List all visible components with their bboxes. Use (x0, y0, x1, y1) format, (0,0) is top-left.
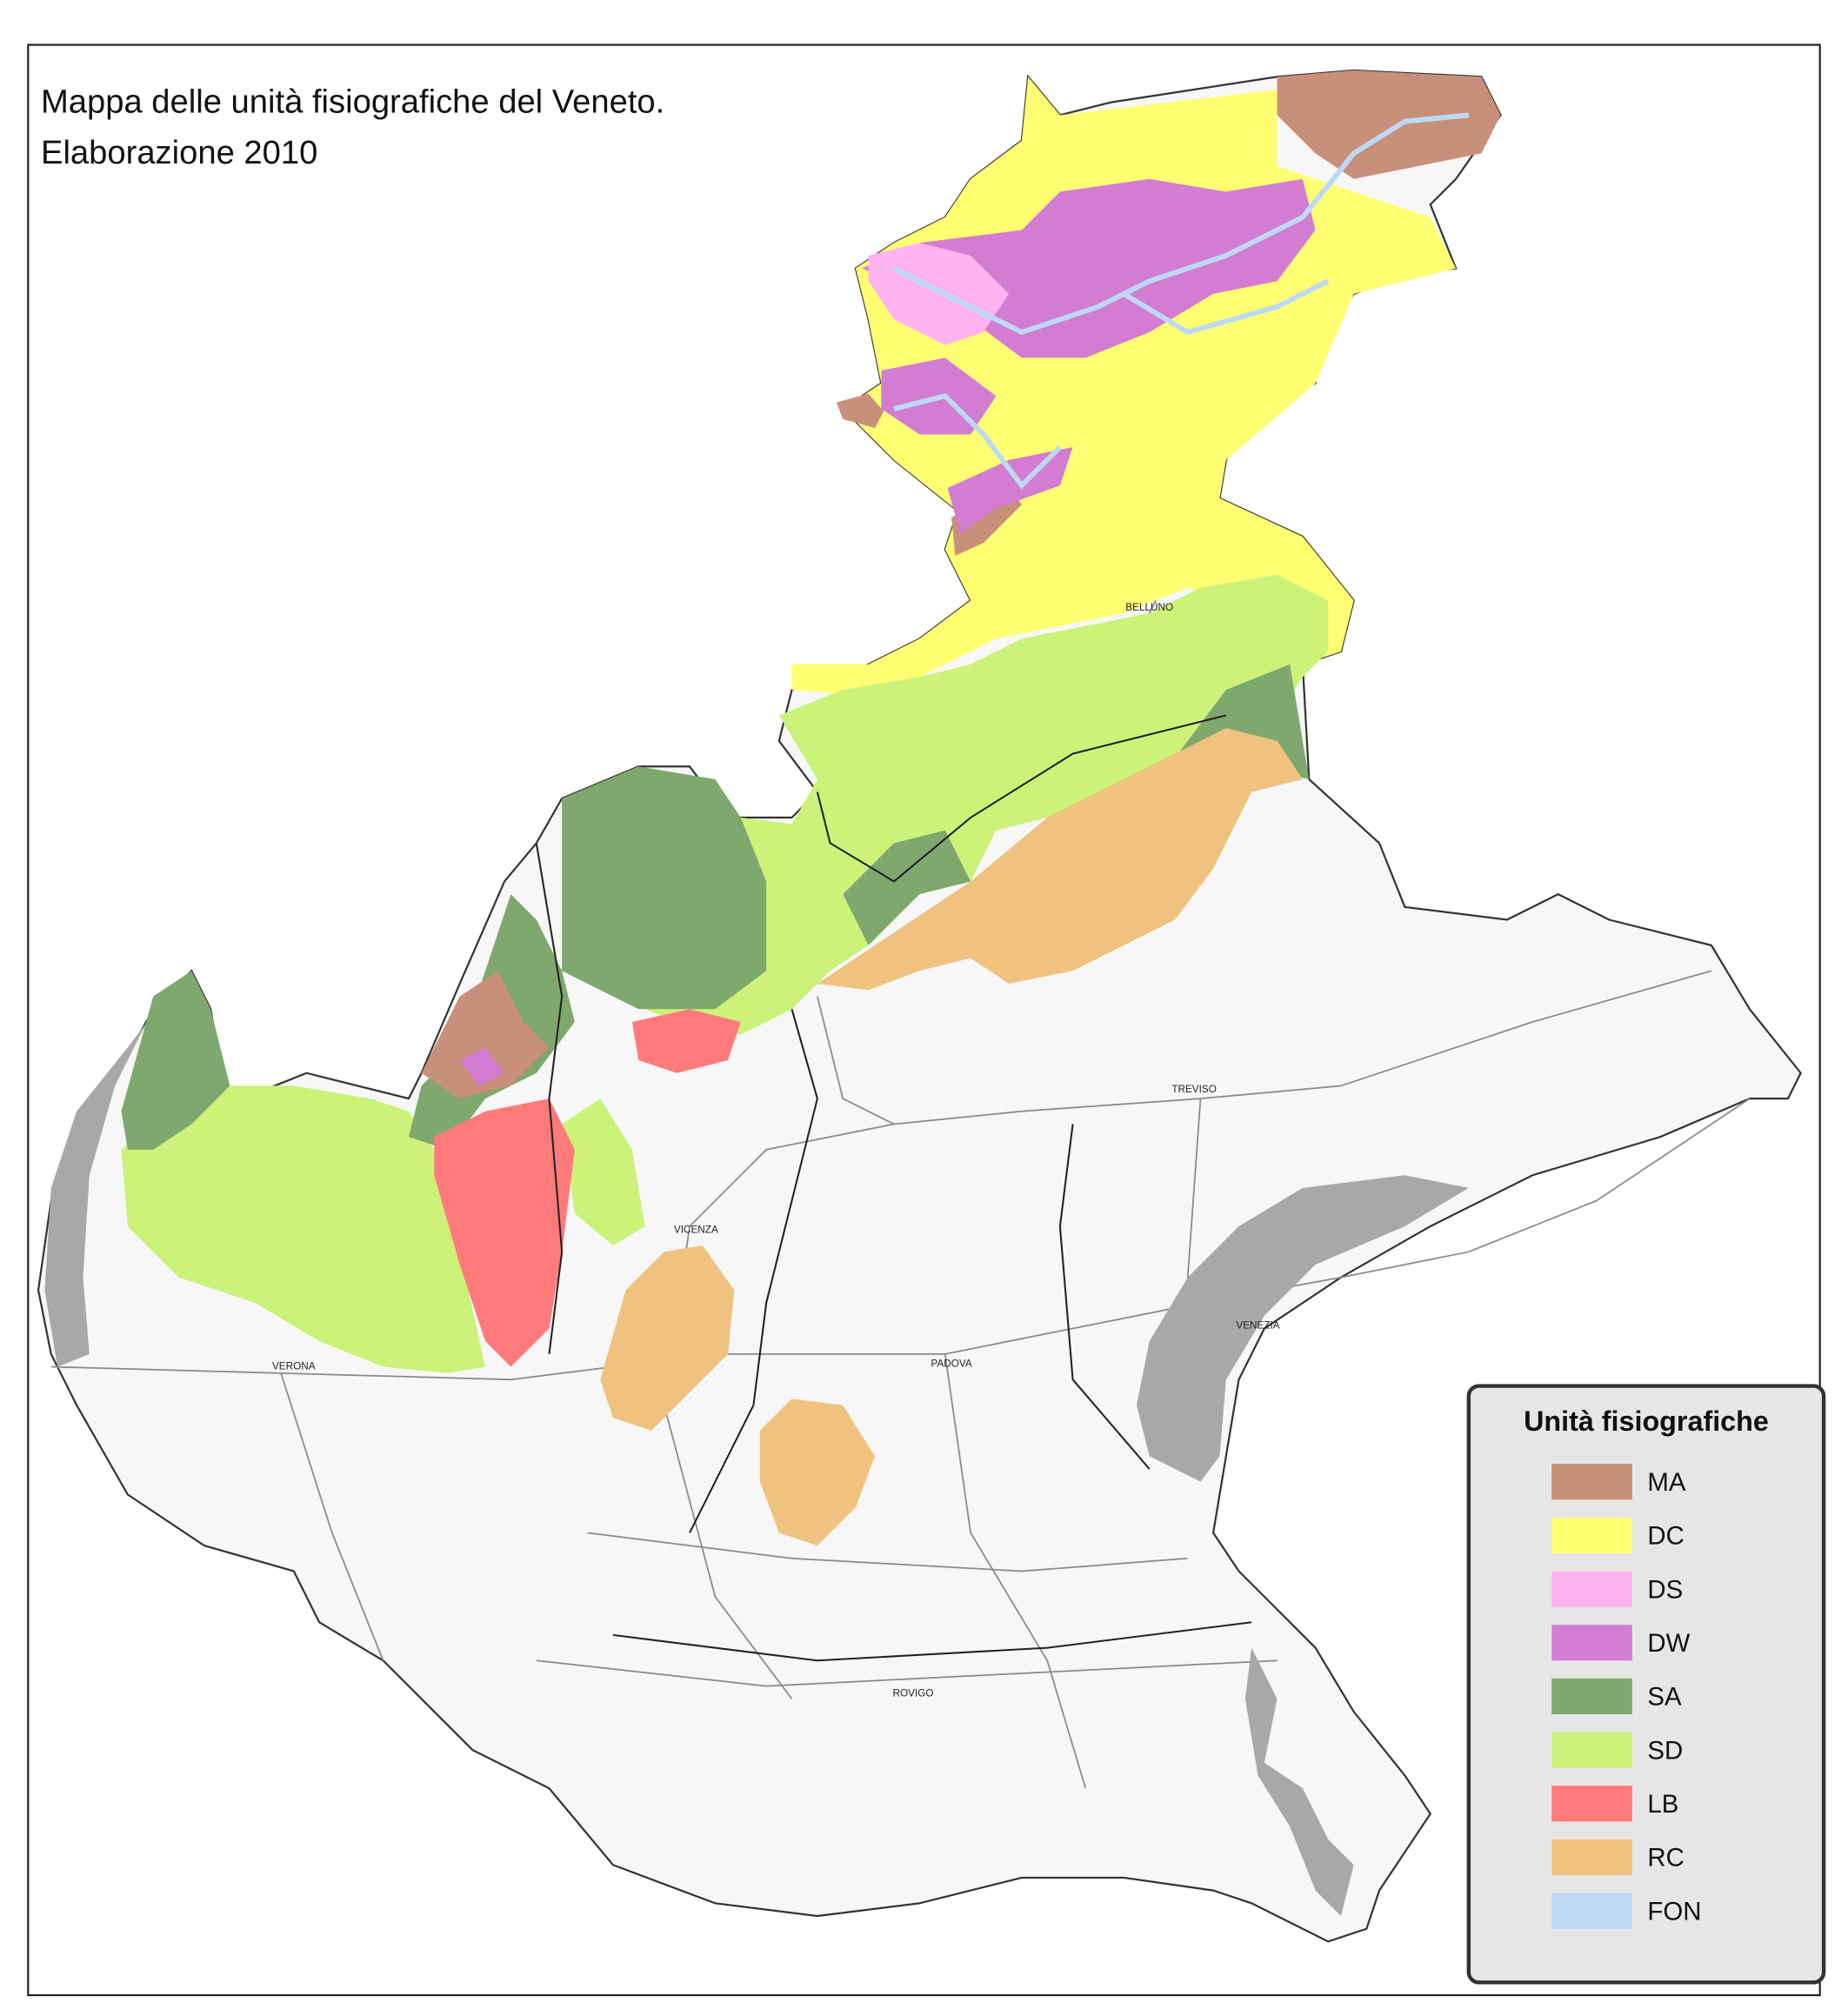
legend-swatch (1551, 1571, 1632, 1607)
legend-label: DS (1647, 1575, 1683, 1604)
unit-area (843, 830, 971, 945)
legend-label: MA (1647, 1468, 1685, 1497)
unit-area (459, 1047, 505, 1086)
lake-garda (44, 971, 192, 1367)
unit-area (421, 971, 550, 1099)
unit-area (562, 1098, 645, 1245)
unit-area (817, 728, 1303, 991)
city-label: VERONA (272, 1360, 316, 1372)
legend-label: FON (1647, 1897, 1701, 1926)
region-map: BELLUNO TREVISO VENEZIA PADOVA VICENZA V… (37, 69, 1802, 1943)
map-subtitle: Elaborazione 2010 (41, 134, 317, 171)
legend-swatch (1551, 1625, 1632, 1661)
lagoon (1244, 1647, 1354, 1916)
legend-swatch (1551, 1839, 1632, 1875)
unit-area (121, 1085, 486, 1373)
legend-label: RC (1647, 1844, 1684, 1873)
city-label: VICENZA (674, 1224, 718, 1235)
unit-area (631, 1009, 741, 1073)
legend-label: SA (1647, 1683, 1682, 1712)
unit-area (121, 971, 230, 1150)
legend-label: SD (1647, 1736, 1683, 1765)
veneto-outline (37, 69, 1802, 1943)
unit-area (868, 243, 1010, 345)
legend-label: DC (1647, 1522, 1684, 1551)
city-label: ROVIGO (893, 1687, 934, 1699)
legend-label: DW (1647, 1629, 1690, 1658)
unit-area (1277, 70, 1501, 179)
city-label: PADOVA (931, 1359, 971, 1370)
city-label: VENEZIA (1236, 1319, 1279, 1331)
unit-area (836, 393, 884, 429)
unit-area (434, 1098, 575, 1367)
city-label: BELLUNO (1125, 602, 1173, 613)
legend-label: LB (1647, 1790, 1678, 1819)
city-label: TREVISO (1171, 1084, 1217, 1095)
river-unit (1122, 278, 1330, 336)
river-unit (893, 393, 1062, 490)
province-borders (535, 714, 1252, 1662)
lagoon (1137, 1175, 1469, 1482)
legend-title: Unità fisiografiche (1524, 1405, 1769, 1437)
unit-area (759, 1399, 875, 1546)
river-unit (892, 112, 1470, 336)
legend-box (1466, 1384, 1826, 1985)
legend-swatch (1551, 1893, 1632, 1929)
legend-swatch (1551, 1517, 1632, 1553)
legend-swatch (1551, 1732, 1632, 1768)
legend-swatch (1551, 1464, 1632, 1500)
legend: Unità fisiografiche MA DC DS DW SA SD LB RC FON (1466, 1384, 1826, 1985)
unit-area (600, 1245, 735, 1431)
legend-swatch (1551, 1678, 1632, 1714)
map-title: Mappa delle unità fisiografiche del Vene… (41, 83, 664, 120)
legend-swatch (1551, 1786, 1632, 1822)
